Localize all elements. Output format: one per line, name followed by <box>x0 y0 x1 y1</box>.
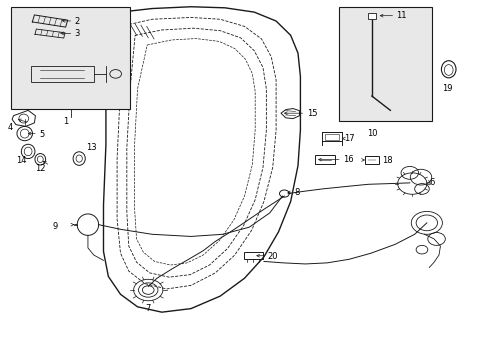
Text: 14: 14 <box>17 156 27 165</box>
Text: 7: 7 <box>145 304 151 313</box>
Bar <box>367 13 375 18</box>
Text: 8: 8 <box>294 188 299 197</box>
Bar <box>243 252 263 259</box>
Text: 10: 10 <box>366 129 376 138</box>
Text: 20: 20 <box>267 252 278 261</box>
Text: 2: 2 <box>74 17 80 26</box>
Bar <box>314 155 335 164</box>
Bar <box>30 66 94 82</box>
Text: 15: 15 <box>306 109 317 118</box>
Text: 5: 5 <box>39 130 44 139</box>
Bar <box>11 7 130 109</box>
Text: 13: 13 <box>86 143 97 152</box>
Bar <box>365 156 378 164</box>
Text: 12: 12 <box>35 164 45 173</box>
Text: 16: 16 <box>343 156 353 165</box>
Text: 18: 18 <box>381 156 391 165</box>
Text: 3: 3 <box>74 29 80 38</box>
Text: 9: 9 <box>52 222 58 231</box>
Text: 1: 1 <box>63 117 68 126</box>
Bar <box>339 7 431 121</box>
Text: 11: 11 <box>395 11 406 20</box>
Text: 6: 6 <box>428 177 434 186</box>
Text: 17: 17 <box>344 134 354 143</box>
Text: 4: 4 <box>7 123 13 132</box>
Text: 19: 19 <box>442 84 452 93</box>
Bar <box>324 134 339 140</box>
